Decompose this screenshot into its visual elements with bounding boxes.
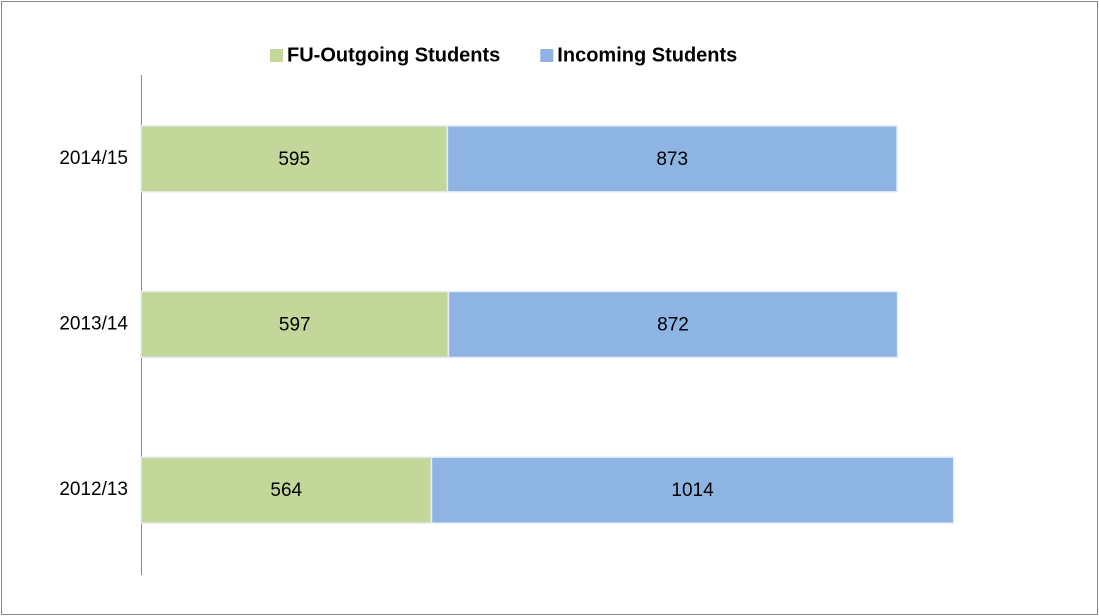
bar-segment [140,456,433,524]
legend-label: FU-Outgoing Students [287,44,500,66]
data-label: 872 [657,315,689,336]
y-tick-label: 2012/13 [59,479,128,500]
legend-swatch [270,49,283,62]
bar-segment [140,125,449,193]
bar-segment [430,456,955,524]
data-label: 564 [270,480,302,501]
data-label: 1014 [671,480,714,501]
data-label: 597 [279,315,311,336]
bar-segment [446,125,898,193]
data-label: 595 [278,149,310,170]
data-label: 873 [656,149,688,170]
legend-label: Incoming Students [557,44,737,66]
y-tick-label: 2013/14 [59,314,128,335]
legend-swatch [540,49,554,62]
y-tick-label: 2014/15 [59,148,128,169]
bar-segment [447,290,899,359]
